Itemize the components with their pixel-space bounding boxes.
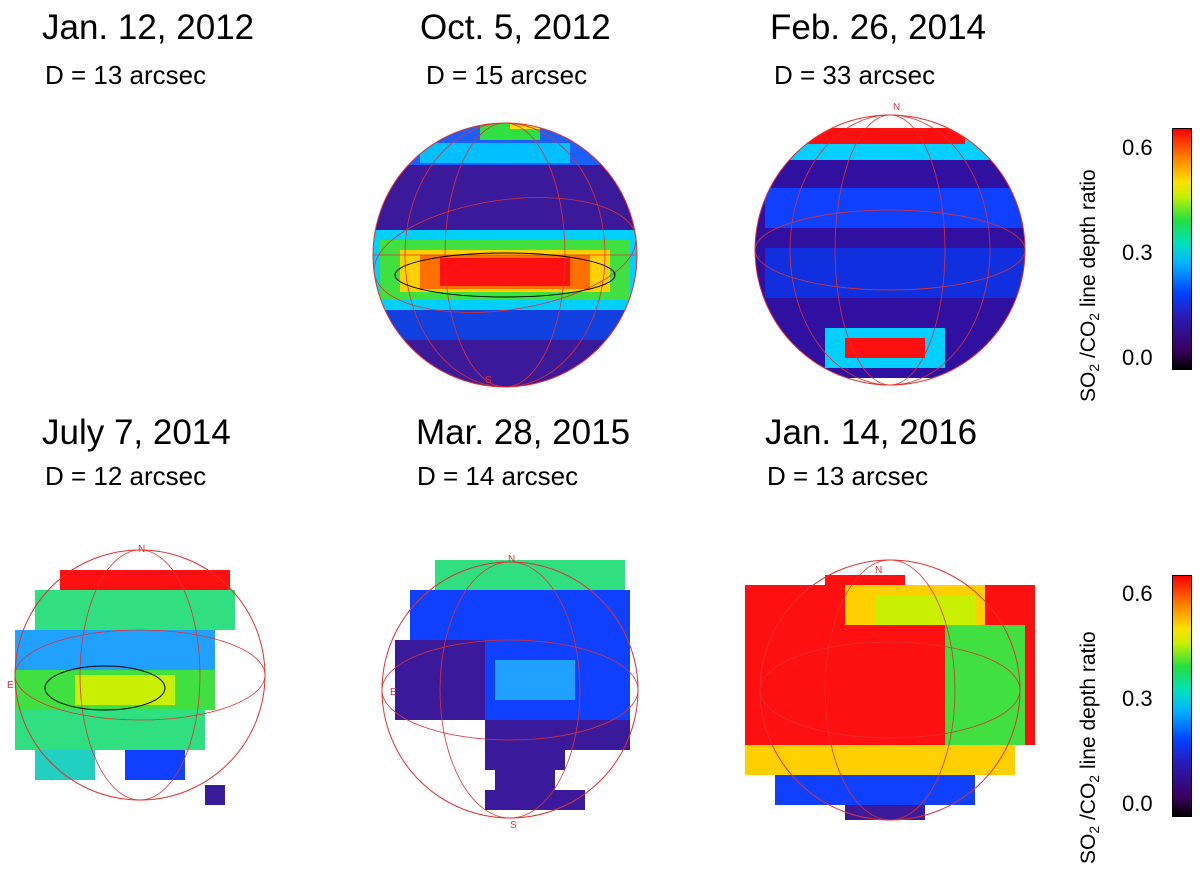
- venus-map-jul-2014: N E: [5, 540, 275, 810]
- venus-map-feb-2014: N: [745, 98, 1035, 388]
- panel-1-date: Jan. 12, 2012: [42, 8, 255, 47]
- panel-6-diameter: D = 13 arcsec: [767, 461, 929, 491]
- colorbar-bottom: [1172, 575, 1192, 817]
- compass-east-label: E: [7, 680, 14, 691]
- venus-map-mar-2015: N S E: [375, 550, 645, 831]
- compass-east-label: E: [390, 687, 397, 698]
- panel-3-diameter: D = 33 arcsec: [774, 60, 936, 90]
- colorbar-top-label: SO2 /CO2 line depth ratio: [1077, 169, 1102, 402]
- panel-2-diameter: D = 15 arcsec: [426, 60, 588, 90]
- compass-north-label: N: [893, 102, 900, 113]
- panel-5-diameter: D = 14 arcsec: [417, 461, 579, 491]
- compass-south-label: S: [485, 375, 492, 386]
- colorbar-top-tick-0.0: 0.0: [1122, 345, 1153, 370]
- panel-6-date: Jan. 14, 2016: [765, 413, 978, 452]
- compass-north-label: N: [508, 554, 515, 565]
- colorbar-bottom-tick-0.6: 0.6: [1122, 581, 1153, 606]
- colorbar-bottom-label: SO2 /CO2 line depth ratio: [1077, 631, 1102, 864]
- colorbar-top-tick-0.3: 0.3: [1122, 240, 1153, 265]
- venus-map-jan-2016: N: [745, 555, 1035, 825]
- compass-north-label: N: [138, 544, 145, 555]
- colorbar-top: [1172, 128, 1192, 370]
- panel-1-diameter: D = 13 arcsec: [45, 60, 207, 90]
- colorbar-top-tick-0.6: 0.6: [1122, 135, 1153, 160]
- panel-2-date: Oct. 5, 2012: [420, 8, 611, 47]
- colorbar-bottom-tick-0.0: 0.0: [1122, 791, 1153, 816]
- venus-map-oct-2012: S: [360, 115, 650, 395]
- panel-3-date: Feb. 26, 2014: [770, 8, 986, 47]
- panel-5-date: Mar. 28, 2015: [416, 413, 631, 452]
- compass-north-label: N: [875, 565, 882, 576]
- colorbar-bottom-tick-0.3: 0.3: [1122, 686, 1153, 711]
- panel-4-diameter: D = 12 arcsec: [45, 461, 207, 491]
- compass-south-label: S: [510, 820, 517, 831]
- panel-4-date: July 7, 2014: [42, 413, 231, 452]
